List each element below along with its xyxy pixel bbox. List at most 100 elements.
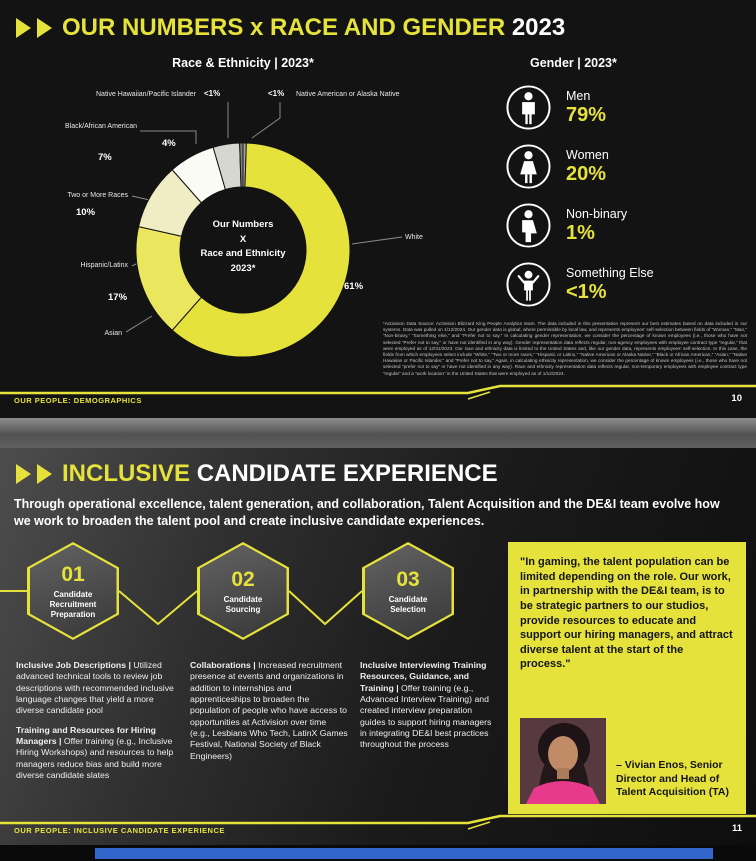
gender-value: <1% xyxy=(566,280,607,303)
donut-center-line1: Our Numbers xyxy=(212,219,274,230)
segment-value-nhpi: <1% xyxy=(204,89,221,98)
slide2-heading-rest: CANDIDATE EXPERIENCE xyxy=(196,460,498,487)
segment-label-hispanic-latinx: Hispanic/Latinx xyxy=(80,262,128,269)
segment-value-hispanic-latinx: 10% xyxy=(76,207,96,218)
footer-section-label: OUR PEOPLE: DEMOGRAPHICS xyxy=(14,396,142,405)
segment-value-two-or-more-races: 7% xyxy=(98,152,112,163)
gender-row-nonbinary: Non-binary 1% xyxy=(505,202,654,249)
process-steps: 01 Candidate Recruitment Preparation 02 … xyxy=(0,536,480,646)
step-number: 01 xyxy=(61,562,85,586)
segment-value-white: 61% xyxy=(344,281,364,292)
gender-row-text: Non-binary 1% xyxy=(566,207,627,245)
leader-line xyxy=(140,130,197,144)
step-3-hexagon: 03 Candidate Selection xyxy=(362,542,454,640)
gender-value: 20% xyxy=(566,162,607,185)
column-paragraph: Collaborations | Increased recruitment p… xyxy=(190,660,348,762)
quote-box: "In gaming, the talent population can be… xyxy=(508,542,746,814)
footer-accent-line xyxy=(0,384,756,400)
data-source-footnote: *Activision Data Source: Activision Bliz… xyxy=(383,321,747,376)
gender-header: Gender | 2023* xyxy=(530,56,617,70)
gender-label: Non-binary xyxy=(566,206,628,221)
gender-value: 79% xyxy=(566,103,607,126)
hexagon-body: 03 Candidate Selection xyxy=(364,544,452,638)
slide2-heading-highlight: INCLUSIVE xyxy=(62,460,191,487)
slide1-heading-main: OUR NUMBERS x RACE AND GENDER xyxy=(62,14,506,41)
gender-label: Men xyxy=(566,88,591,103)
slide1-heading: OUR NUMBERS x RACE AND GENDER 2023 xyxy=(62,14,565,42)
paragraph-lead: Inclusive Job Descriptions | xyxy=(16,660,134,670)
gender-row-text: Men 79% xyxy=(566,89,606,127)
segment-label-white: White xyxy=(405,234,423,241)
donut-chart-svg xyxy=(125,102,403,358)
play-arrow-icon xyxy=(16,464,31,484)
gender-row-text: Something Else <1% xyxy=(566,266,654,304)
man-icon xyxy=(506,85,551,130)
play-arrow-icon xyxy=(37,18,52,38)
donut-center-label: Our Numbers X Race and Ethnicity 2023* xyxy=(183,218,303,277)
play-arrow-icon xyxy=(37,464,52,484)
quote-attribution: – Vivian Enos, Senior Director and Head … xyxy=(616,759,729,799)
column-paragraph: Inclusive Job Descriptions | Utilized ad… xyxy=(16,660,174,717)
race-ethnicity-header: Race & Ethnicity | 2023* xyxy=(172,56,314,70)
gender-row-something-else: Something Else <1% xyxy=(505,261,654,308)
play-arrow-icon xyxy=(16,18,31,38)
hexagon-body: 02 Candidate Sourcing xyxy=(199,544,287,638)
slide1-heading-year: 2023 xyxy=(511,14,566,41)
segment-label-nhpi: Native Hawaiian/Pacific Islander xyxy=(96,91,196,98)
step-1-hexagon: 01 Candidate Recruitment Preparation xyxy=(27,542,119,640)
column-paragraph: Inclusive Interviewing Training Resource… xyxy=(360,660,500,751)
intro-paragraph: Through operational excellence, talent g… xyxy=(14,497,720,528)
step-number: 02 xyxy=(231,567,255,591)
donut-center-line2: X xyxy=(239,233,247,245)
segment-label-asian: Asian xyxy=(104,330,122,337)
slide2-heading: INCLUSIVE CANDIDATE EXPERIENCE xyxy=(62,460,498,488)
gender-row-text: Women 20% xyxy=(566,148,609,186)
donut-segment-native-hawaiian-pacific-islander xyxy=(239,142,244,188)
bottom-strip xyxy=(0,845,756,861)
gender-list: Men 79% Women 20% No xyxy=(505,84,654,320)
paragraph-body: Offer training (e.g., Inclusive Hiring W… xyxy=(16,735,174,780)
column-candidate-sourcing: Collaborations | Increased recruitment p… xyxy=(190,660,348,770)
donut-center-line3: Race and Ethnicity xyxy=(200,248,286,260)
paragraph-lead: Training and Resources for Hiring Manage… xyxy=(16,724,156,746)
step-2-hexagon: 02 Candidate Sourcing xyxy=(197,542,289,640)
paragraph-lead: Collaborations | xyxy=(190,660,259,670)
segment-value-asian: 17% xyxy=(108,292,128,303)
page-number: 10 xyxy=(731,393,742,404)
footer-section-label: OUR PEOPLE: INCLUSIVE CANDIDATE EXPERIEN… xyxy=(14,826,225,835)
page-gap xyxy=(0,418,756,448)
column-recruitment-preparation: Inclusive Job Descriptions | Utilized ad… xyxy=(16,660,174,789)
next-slide-blue-bar xyxy=(95,848,713,859)
page-number: 11 xyxy=(731,823,742,834)
paragraph-lead: Inclusive Interviewing Training Resource… xyxy=(360,660,487,693)
gender-value: 1% xyxy=(566,221,595,244)
slide-demographics: OUR NUMBERS x RACE AND GENDER 2023 Race … xyxy=(0,0,756,418)
step-connector-lines xyxy=(0,590,363,626)
donut-center-line4: 2023* xyxy=(230,263,256,275)
donut-segments xyxy=(135,142,351,358)
non-binary-icon xyxy=(506,203,551,248)
segment-label-black-african-american: Black/African American xyxy=(65,123,137,130)
segment-value-native-american: <1% xyxy=(268,89,285,98)
slide1-title: OUR NUMBERS x RACE AND GENDER 2023 xyxy=(16,14,565,42)
slide2-title: INCLUSIVE CANDIDATE EXPERIENCE xyxy=(16,460,498,488)
gender-row-men: Men 79% xyxy=(505,84,654,131)
leader-line xyxy=(125,315,153,333)
step-label: Candidate Recruitment Preparation xyxy=(49,589,97,619)
paragraph-body: Offer training (e.g., Advanced Interview… xyxy=(360,682,492,750)
quote-text: "In gaming, the talent population can be… xyxy=(520,556,733,671)
leader-line xyxy=(351,236,403,245)
hexagon-body: 01 Candidate Recruitment Preparation xyxy=(29,544,117,638)
step-label: Candidate Sourcing xyxy=(223,594,263,614)
paragraph-body: Increased recruitment presence at events… xyxy=(190,660,348,761)
column-candidate-selection: Inclusive Interviewing Training Resource… xyxy=(360,660,500,759)
leader-line xyxy=(251,102,281,139)
slide-inclusive-candidate-experience: INCLUSIVE CANDIDATE EXPERIENCE Through o… xyxy=(0,448,756,845)
segment-label-native-american: Native American or Alaska Native xyxy=(296,91,400,98)
segment-label-two-or-more-races: Two or More Races xyxy=(67,192,128,199)
donut-segment-white xyxy=(171,142,351,358)
gender-label: Something Else xyxy=(566,265,654,280)
woman-icon xyxy=(506,144,551,189)
footer-accent-line xyxy=(0,814,756,830)
step-number: 03 xyxy=(396,567,420,591)
